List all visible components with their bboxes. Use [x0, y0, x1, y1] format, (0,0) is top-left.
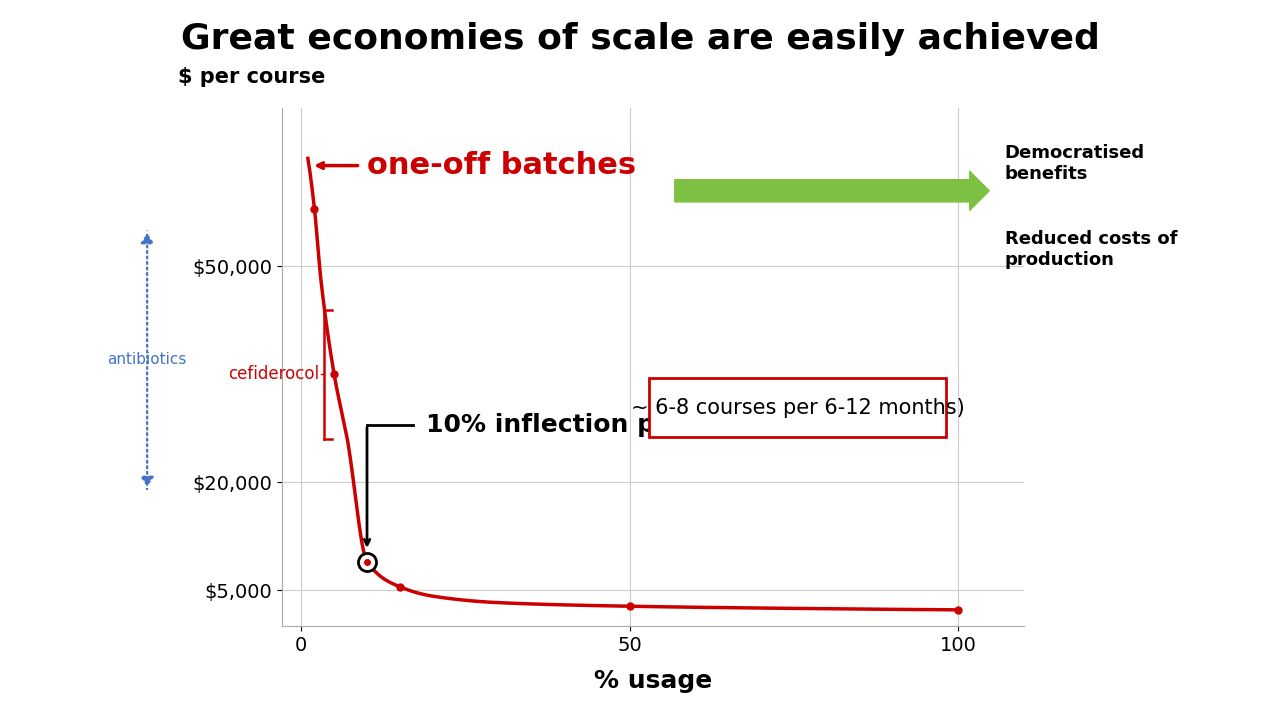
Text: ~ 6-8 courses per 6-12 months): ~ 6-8 courses per 6-12 months): [631, 397, 964, 418]
FancyBboxPatch shape: [649, 377, 946, 437]
Text: Democratised
benefits: Democratised benefits: [1005, 144, 1144, 183]
Text: $ per course: $ per course: [178, 67, 325, 87]
Text: 10% inflection point: 10% inflection point: [426, 413, 710, 437]
Text: one-off batches: one-off batches: [367, 151, 636, 180]
Text: Great economies of scale are easily achieved: Great economies of scale are easily achi…: [180, 22, 1100, 55]
Text: antibiotics: antibiotics: [108, 353, 187, 367]
Text: cefiderocol: cefiderocol: [228, 365, 319, 383]
X-axis label: % usage: % usage: [594, 669, 712, 693]
Text: Reduced costs of
production: Reduced costs of production: [1005, 230, 1178, 269]
